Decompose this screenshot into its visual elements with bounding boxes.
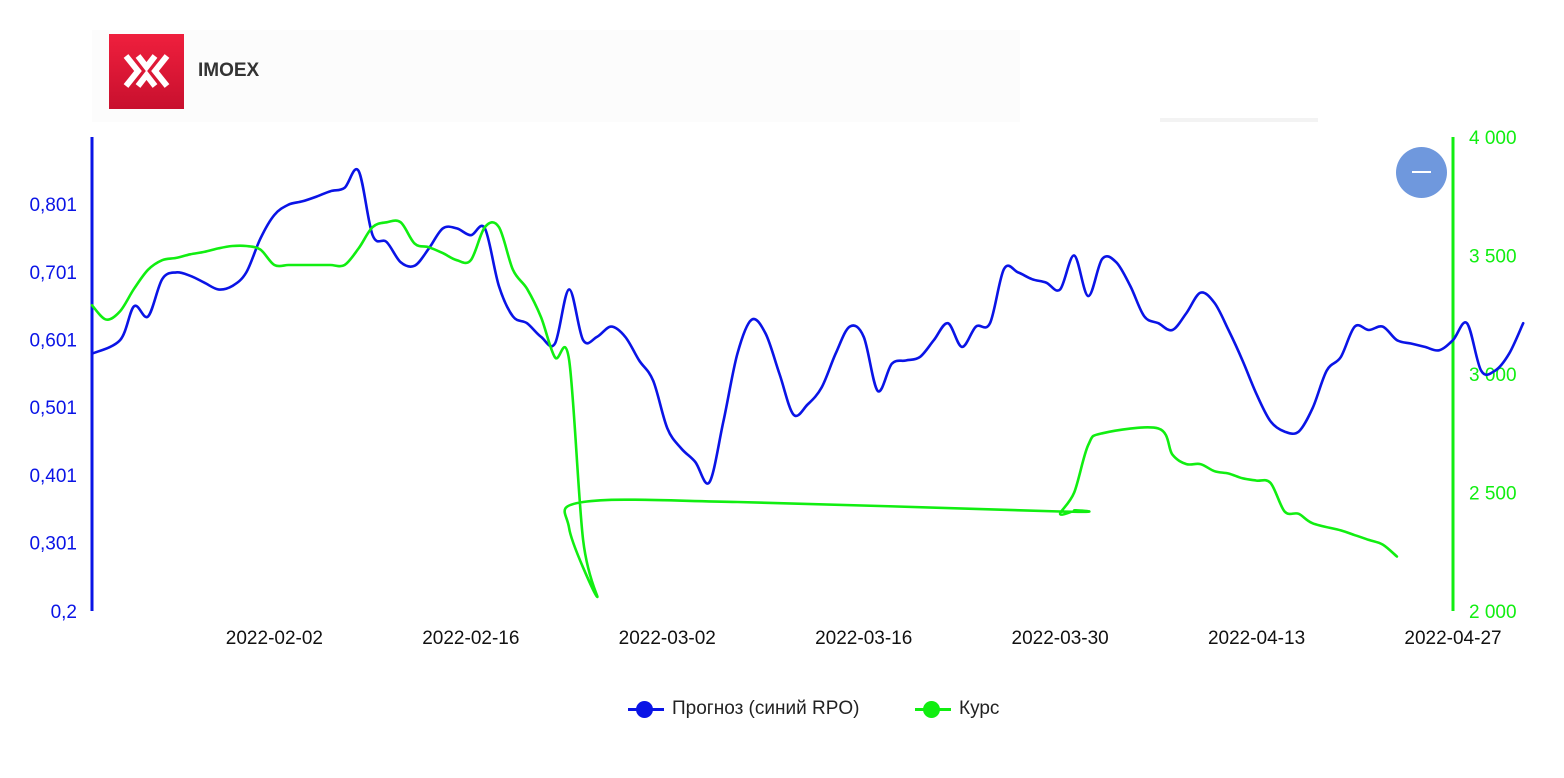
line-chart: 0,2 0,301 0,401 0,501 0,601 0,701 0,801 2 000 2 … [29, 128, 1525, 649]
y-left-tick-label: 0,701 [29, 263, 77, 284]
x-tick-label: 2022-03-16 [815, 628, 912, 649]
chart-axes: 0,2 0,301 0,401 0,501 0,601 0,701 0,801 2 000 2 … [29, 128, 1516, 649]
legend-item-forecast[interactable]: Прогноз (синий RPO) [628, 698, 860, 720]
legend-label-price: Курс [959, 698, 1000, 719]
y-left-tick-label: 0,401 [29, 466, 77, 487]
series-line-forecast [90, 167, 1525, 485]
x-tick-label: 2022-03-30 [1012, 628, 1109, 649]
y-right-tick-label: 3 500 [1469, 247, 1517, 268]
header-panel [92, 30, 1020, 122]
x-tick-label: 2022-04-13 [1208, 628, 1305, 649]
moex-logo-icon [123, 54, 170, 88]
x-tick-label: 2022-02-16 [422, 628, 519, 649]
legend-marker-price [923, 700, 940, 718]
legend-item-price[interactable]: Курс [915, 698, 999, 720]
ticker-symbol: IMOEX [198, 60, 260, 81]
x-tick-label: 2022-03-02 [619, 628, 716, 649]
x-tick-label: 2022-04-27 [1404, 628, 1501, 649]
y-right-tick-label: 2 000 [1469, 602, 1517, 623]
y-left-tick-label: 0,301 [29, 534, 77, 555]
x-tick-label: 2022-02-02 [226, 628, 323, 649]
y-left-tick-label: 0,501 [29, 398, 77, 419]
y-left-tick-label: 0,801 [29, 195, 77, 216]
y-right-tick-label: 4 000 [1469, 128, 1517, 149]
series-line-price [90, 219, 1399, 599]
legend-line-price [915, 700, 951, 718]
y-left-tick-label: 0,601 [29, 330, 77, 351]
legend-line-forecast [628, 700, 664, 718]
chart-series [90, 167, 1525, 599]
legend-marker-forecast [636, 700, 653, 718]
zoom-out-button[interactable] [1396, 147, 1447, 198]
header-divider [1160, 118, 1318, 122]
y-right-tick-label: 2 500 [1469, 484, 1517, 505]
y-left-tick-label: 0,2 [51, 602, 77, 623]
y-right-tick-label: 3 000 [1469, 365, 1517, 386]
moex-logo [109, 34, 184, 109]
chart-legend: Прогноз (синий RPO) Курс [0, 698, 1564, 724]
legend-label-forecast: Прогноз (синий RPO) [672, 698, 860, 719]
